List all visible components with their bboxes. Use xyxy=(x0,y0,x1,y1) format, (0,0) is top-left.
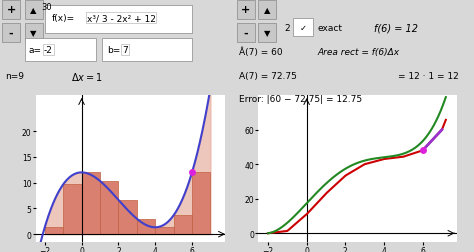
FancyBboxPatch shape xyxy=(237,24,255,43)
Text: 30: 30 xyxy=(41,3,52,12)
FancyBboxPatch shape xyxy=(2,1,20,20)
FancyBboxPatch shape xyxy=(292,19,313,37)
Bar xyxy=(118,200,137,234)
Text: -: - xyxy=(244,28,248,39)
Text: f(6) = 12: f(6) = 12 xyxy=(374,23,419,33)
FancyBboxPatch shape xyxy=(258,24,276,43)
Text: A(7) = 72.75: A(7) = 72.75 xyxy=(239,72,297,81)
Text: exact: exact xyxy=(318,23,343,33)
Text: ▲: ▲ xyxy=(264,6,270,15)
Text: 2: 2 xyxy=(284,24,290,33)
Bar xyxy=(155,227,173,234)
Text: x³/ 3 - 2x² + 12: x³/ 3 - 2x² + 12 xyxy=(86,14,155,23)
Bar xyxy=(45,227,63,234)
FancyBboxPatch shape xyxy=(102,39,192,61)
Text: n=9: n=9 xyxy=(5,72,24,81)
FancyBboxPatch shape xyxy=(25,24,43,43)
FancyBboxPatch shape xyxy=(237,1,255,20)
Text: Area rect = f(6)Δx: Area rect = f(6)Δx xyxy=(318,48,400,57)
Text: Â(7) = 60: Â(7) = 60 xyxy=(239,47,283,57)
FancyBboxPatch shape xyxy=(45,6,192,34)
Bar xyxy=(63,185,82,234)
Bar xyxy=(192,173,210,234)
Text: +: + xyxy=(241,5,250,15)
Text: = 12 · 1 = 12: = 12 · 1 = 12 xyxy=(398,72,459,81)
Text: b=: b= xyxy=(107,46,120,55)
Text: ▼: ▼ xyxy=(30,29,37,38)
Text: ▲: ▲ xyxy=(30,6,37,15)
Bar xyxy=(137,219,155,234)
Text: -: - xyxy=(9,28,13,39)
Text: +: + xyxy=(7,5,16,15)
Text: ✓: ✓ xyxy=(300,23,306,33)
Bar xyxy=(173,215,192,234)
Bar xyxy=(100,181,118,234)
FancyBboxPatch shape xyxy=(258,1,276,20)
Text: Error: |60 − 72.75| = 12.75: Error: |60 − 72.75| = 12.75 xyxy=(239,94,363,104)
FancyBboxPatch shape xyxy=(2,24,20,43)
Text: $\Delta x = 1$: $\Delta x = 1$ xyxy=(71,71,103,82)
Bar xyxy=(82,173,100,234)
FancyBboxPatch shape xyxy=(25,39,96,61)
Text: -2: -2 xyxy=(44,46,53,55)
FancyBboxPatch shape xyxy=(25,1,43,20)
Text: 7: 7 xyxy=(122,46,128,55)
Text: f(x)=: f(x)= xyxy=(52,14,75,23)
Text: ▼: ▼ xyxy=(264,29,270,38)
Text: a=: a= xyxy=(28,46,41,55)
